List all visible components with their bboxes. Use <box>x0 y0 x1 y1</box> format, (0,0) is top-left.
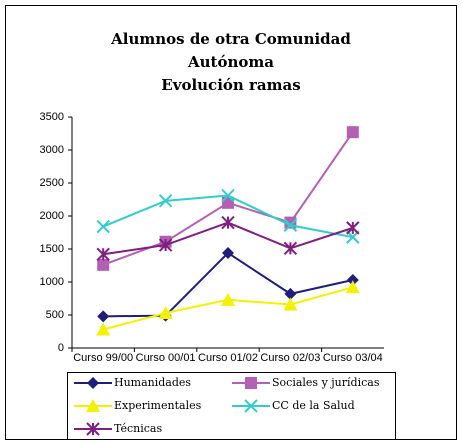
marker <box>86 422 100 436</box>
legend-label: Técnicas <box>114 422 162 435</box>
chart-title: Autónoma <box>187 53 274 71</box>
marker <box>346 274 359 287</box>
y-tick-label: 1500 <box>40 243 64 255</box>
legend-label: Sociales y jurídicas <box>272 376 380 389</box>
marker <box>87 377 99 389</box>
chart-title: Alumnos de otra Comunidad <box>110 30 351 48</box>
marker <box>158 238 173 252</box>
marker <box>96 219 110 234</box>
marker <box>221 215 235 230</box>
marker <box>244 399 258 413</box>
marker <box>96 247 110 261</box>
x-tick-label: Curso 00/01 <box>136 352 196 364</box>
x-tick-label: Curso 99/00 <box>73 352 133 364</box>
legend-box <box>67 372 396 440</box>
marker <box>245 377 257 389</box>
marker <box>158 306 173 320</box>
y-tick-label: 1000 <box>40 276 64 288</box>
y-tick-label: 500 <box>46 309 64 321</box>
y-tick-label: 3000 <box>40 144 64 156</box>
marker <box>86 399 100 412</box>
marker <box>221 188 235 203</box>
chart-border <box>5 5 457 440</box>
marker <box>283 241 298 256</box>
marker <box>346 221 360 235</box>
marker <box>158 194 173 208</box>
x-tick-label: Curso 02/03 <box>260 352 320 364</box>
marker <box>222 246 234 259</box>
marker <box>346 126 359 139</box>
y-tick-label: 3500 <box>40 111 64 123</box>
marker <box>96 322 111 336</box>
marker <box>97 258 110 271</box>
marker <box>345 280 360 294</box>
legend-label: Experimentales <box>114 399 202 412</box>
marker <box>283 218 298 232</box>
y-tick-label: 2500 <box>40 177 64 189</box>
legend-label: Humanidades <box>114 376 191 389</box>
marker <box>97 310 110 323</box>
legend-label: CC de la Salud <box>272 399 355 412</box>
chart-title: Evolución ramas <box>161 76 300 94</box>
x-tick-label: Curso 03/04 <box>323 352 383 364</box>
marker <box>283 297 298 311</box>
marker <box>284 287 297 300</box>
x-tick-label: Curso 01/02 <box>198 352 258 364</box>
y-tick-label: 2000 <box>40 210 64 222</box>
marker <box>221 292 235 306</box>
y-tick-label: 0 <box>58 342 64 354</box>
